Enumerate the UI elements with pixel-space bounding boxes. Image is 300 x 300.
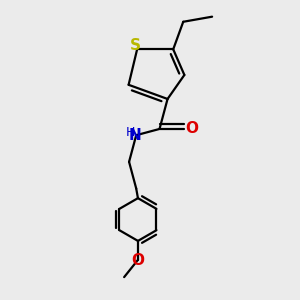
Text: O: O: [185, 122, 198, 136]
Text: H: H: [125, 126, 135, 139]
Text: N: N: [129, 128, 142, 143]
Text: S: S: [130, 38, 141, 53]
Text: O: O: [131, 253, 144, 268]
